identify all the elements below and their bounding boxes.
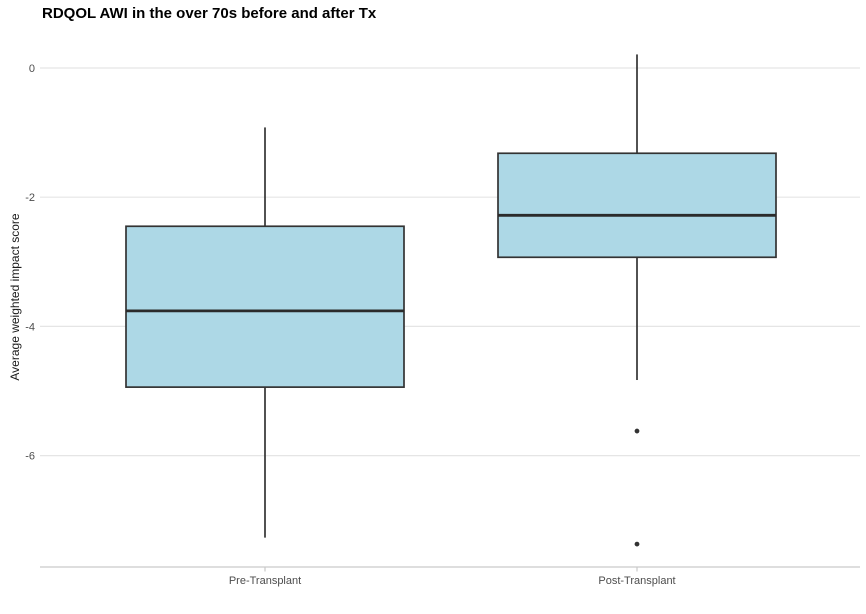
y-axis-title: Average weighted impact score (8, 213, 22, 381)
outlier-point (634, 428, 640, 434)
iqr-box (497, 152, 777, 259)
y-tick-label: -6 (25, 451, 35, 463)
y-tick-label: -2 (25, 192, 35, 204)
chart-title: RDQOL AWI in the over 70s before and aft… (42, 5, 377, 22)
y-tick-label: -4 (25, 321, 35, 333)
x-category-label: Post-Transplant (598, 575, 675, 587)
y-tick-label: 0 (29, 63, 35, 75)
outlier-point (634, 541, 640, 547)
iqr-box (125, 225, 405, 388)
x-category-label: Pre-Transplant (229, 575, 301, 587)
